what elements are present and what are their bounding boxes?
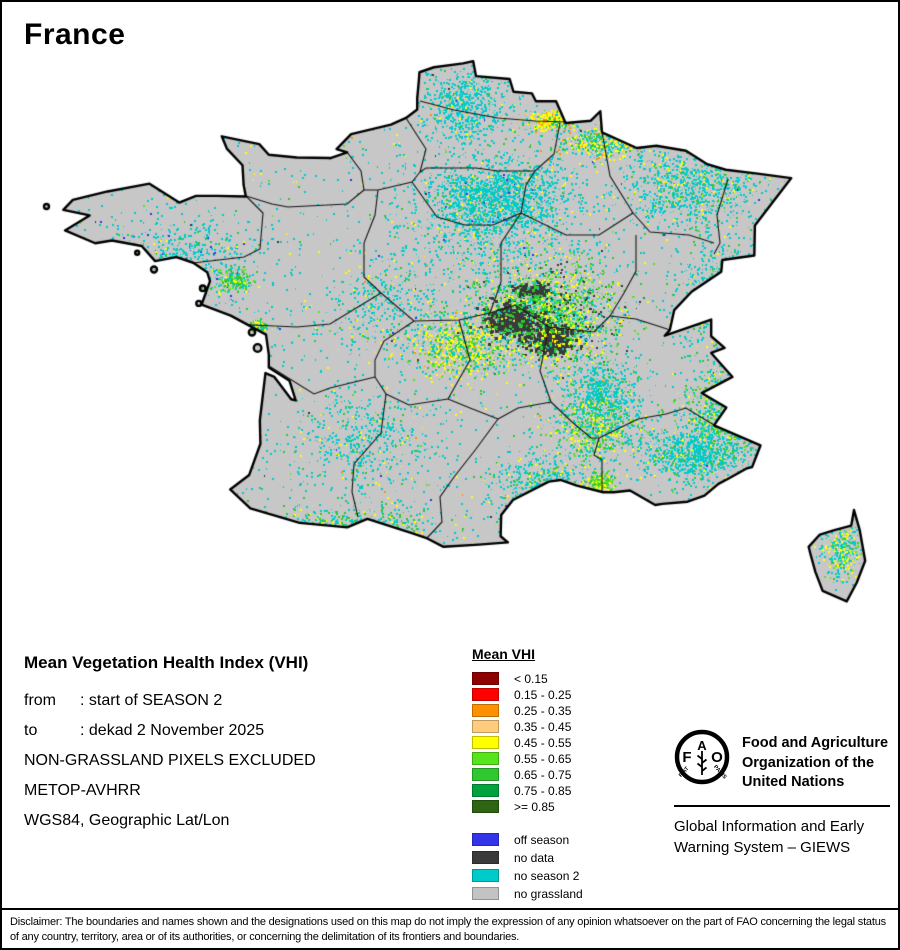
fao-org-name: Food and Agriculture Organization of the U… (742, 729, 888, 793)
legend: Mean VHI < 0.15 0.15 - 0.25 0.25 - 0.35 0.3… (472, 646, 662, 905)
legend-item: no grassland (472, 886, 662, 901)
map-info-block: Mean Vegetation Health Index (VHI) from:… (24, 653, 464, 836)
giews-line: Warning System – GIEWS (674, 838, 851, 856)
info-line: WGS84, Geographic Lat/Lon (24, 812, 230, 829)
legend-label: no data (514, 850, 555, 865)
france-vhi-map (2, 2, 898, 647)
legend-item: 0.45 - 0.55 (472, 735, 662, 750)
fao-block: F A O FIAT PANIS Food and Agriculture Org… (674, 729, 890, 858)
legend-label: 0.25 - 0.35 (514, 703, 572, 718)
legend-label: 0.15 - 0.25 (514, 687, 572, 702)
info-row-value: : dekad 2 November 2025 (80, 722, 265, 739)
fao-logo-letter-f: F (682, 749, 691, 766)
info-row-value: : start of SEASON 2 (80, 692, 223, 709)
legend-item: 0.65 - 0.75 (472, 767, 662, 782)
legend-swatch (472, 768, 499, 781)
legend-swatch (472, 688, 499, 701)
legend-label: off season (514, 832, 570, 847)
fao-logo-letter-o: O (711, 749, 723, 766)
legend-item: 0.25 - 0.35 (472, 703, 662, 718)
legend-swatch (472, 752, 499, 765)
legend-item: 0.55 - 0.65 (472, 751, 662, 766)
legend-label: 0.45 - 0.55 (514, 735, 572, 750)
info-rows: from : start of SEASON 2 to : dekad 2 Novem… (24, 686, 464, 836)
legend-item: off season (472, 832, 662, 847)
legend-item: 0.35 - 0.45 (472, 719, 662, 734)
legend-swatch (472, 851, 499, 864)
legend-swatch (472, 800, 499, 813)
legend-label: >= 0.85 (514, 799, 555, 814)
giews-line: Global Information and Early (674, 817, 865, 835)
legend-item: no data (472, 850, 662, 865)
legend-swatch (472, 833, 499, 846)
legend-swatch (472, 672, 499, 685)
fao-org-line: Food and Agriculture (742, 735, 889, 751)
info-line: METOP-AVHRR (24, 782, 141, 799)
legend-item: 0.15 - 0.25 (472, 687, 662, 702)
legend-item: < 0.15 (472, 671, 662, 686)
fao-divider (674, 804, 890, 807)
legend-item: 0.75 - 0.85 (472, 783, 662, 798)
disclaimer: Disclaimer: The boundaries and names sho… (2, 908, 898, 945)
legend-item: no season 2 (472, 868, 662, 883)
legend-label: no grassland (514, 886, 583, 901)
info-heading: Mean Vegetation Health Index (VHI) (24, 653, 309, 672)
fao-org-line: Organization of the (742, 754, 875, 771)
legend-classes: < 0.15 0.15 - 0.25 0.25 - 0.35 0.35 - 0.45 0… (472, 671, 662, 814)
page-title: France (24, 18, 126, 51)
fao-org-line: United Nations (742, 774, 845, 790)
legend-label: 0.65 - 0.75 (514, 767, 572, 782)
fao-logo-letter-a: A (697, 738, 707, 753)
legend-swatch (472, 869, 499, 882)
wheat-ear-icon (696, 751, 708, 775)
info-row: from : start of SEASON 2 (24, 686, 464, 716)
legend-label: 0.55 - 0.65 (514, 751, 572, 766)
info-row-label: to (24, 722, 38, 739)
info-row-label: from (24, 692, 56, 709)
legend-swatch (472, 887, 499, 900)
legend-title: Mean VHI (472, 646, 536, 662)
legend-extras: off season no data no season 2 no grassland (472, 832, 662, 901)
giews-caption: Global Information and Early Warning Syst… (674, 816, 890, 858)
fao-logo-icon: F A O FIAT PANIS (674, 729, 730, 785)
info-line: NON-GRASSLAND PIXELS EXCLUDED (24, 752, 316, 769)
legend-swatch (472, 784, 499, 797)
legend-item: >= 0.85 (472, 799, 662, 814)
legend-label: < 0.15 (514, 671, 548, 686)
legend-label: 0.75 - 0.85 (514, 783, 572, 798)
legend-swatch (472, 720, 499, 733)
legend-swatch (472, 704, 499, 717)
legend-swatch (472, 736, 499, 749)
legend-label: 0.35 - 0.45 (514, 719, 572, 734)
info-row: to : dekad 2 November 2025 (24, 716, 464, 746)
legend-label: no season 2 (514, 868, 580, 883)
